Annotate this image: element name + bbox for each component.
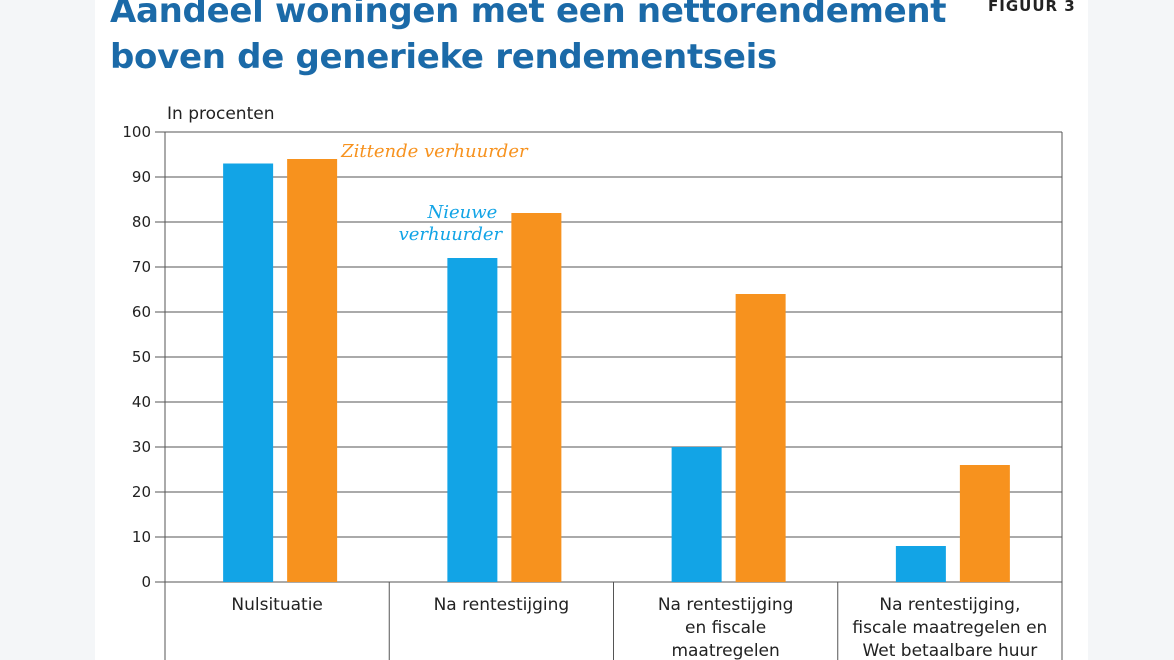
bar [223,163,274,582]
y-tick-label: 20 [132,483,151,501]
series-label-nieuwe: Nieuwe [426,202,497,223]
y-tick-label: 60 [132,303,151,321]
chart-title-line-1: Aandeel woningen met een nettorendement [110,0,947,31]
x-category-label: Na rentestijging [658,595,794,615]
x-category-label: Na rentestijging [434,595,570,615]
x-category-label: Na rentestijging, [879,595,1020,615]
x-category-label: Wet betaalbare huur [862,641,1037,660]
bar [895,546,946,582]
y-tick-label: 0 [141,573,151,591]
x-category-label: en fiscale [685,618,766,638]
bar [511,213,562,582]
chart-title: Aandeel woningen met een nettorendement … [110,0,947,80]
y-tick-label: 50 [132,348,151,366]
y-tick-label: 30 [132,438,151,456]
x-category-label: maatregelen [671,641,779,660]
y-tick-label: 40 [132,393,151,411]
y-tick-label: 70 [132,258,151,276]
y-tick-label: 80 [132,213,151,231]
bar [287,159,338,582]
bar [671,447,722,582]
bar [447,258,498,582]
figure-label: FIGUUR 3 [988,0,1076,15]
x-category-label: fiscale maatregelen en [852,618,1047,638]
y-axis-label: In procenten [167,104,274,124]
series-label-nieuwe: verhuurder [399,224,504,245]
series-label-zittende: Zittende verhuurder [340,141,529,162]
chart-title-line-2: boven de generieke rendementseis [110,37,777,77]
x-category-label: Nulsituatie [231,595,323,615]
y-tick-label: 90 [132,168,151,186]
right-margin-strip [1088,0,1174,660]
bar [735,294,786,582]
left-margin-strip [0,0,95,660]
y-tick-label: 10 [132,528,151,546]
y-tick-label: 100 [122,123,151,141]
bar [959,465,1010,582]
